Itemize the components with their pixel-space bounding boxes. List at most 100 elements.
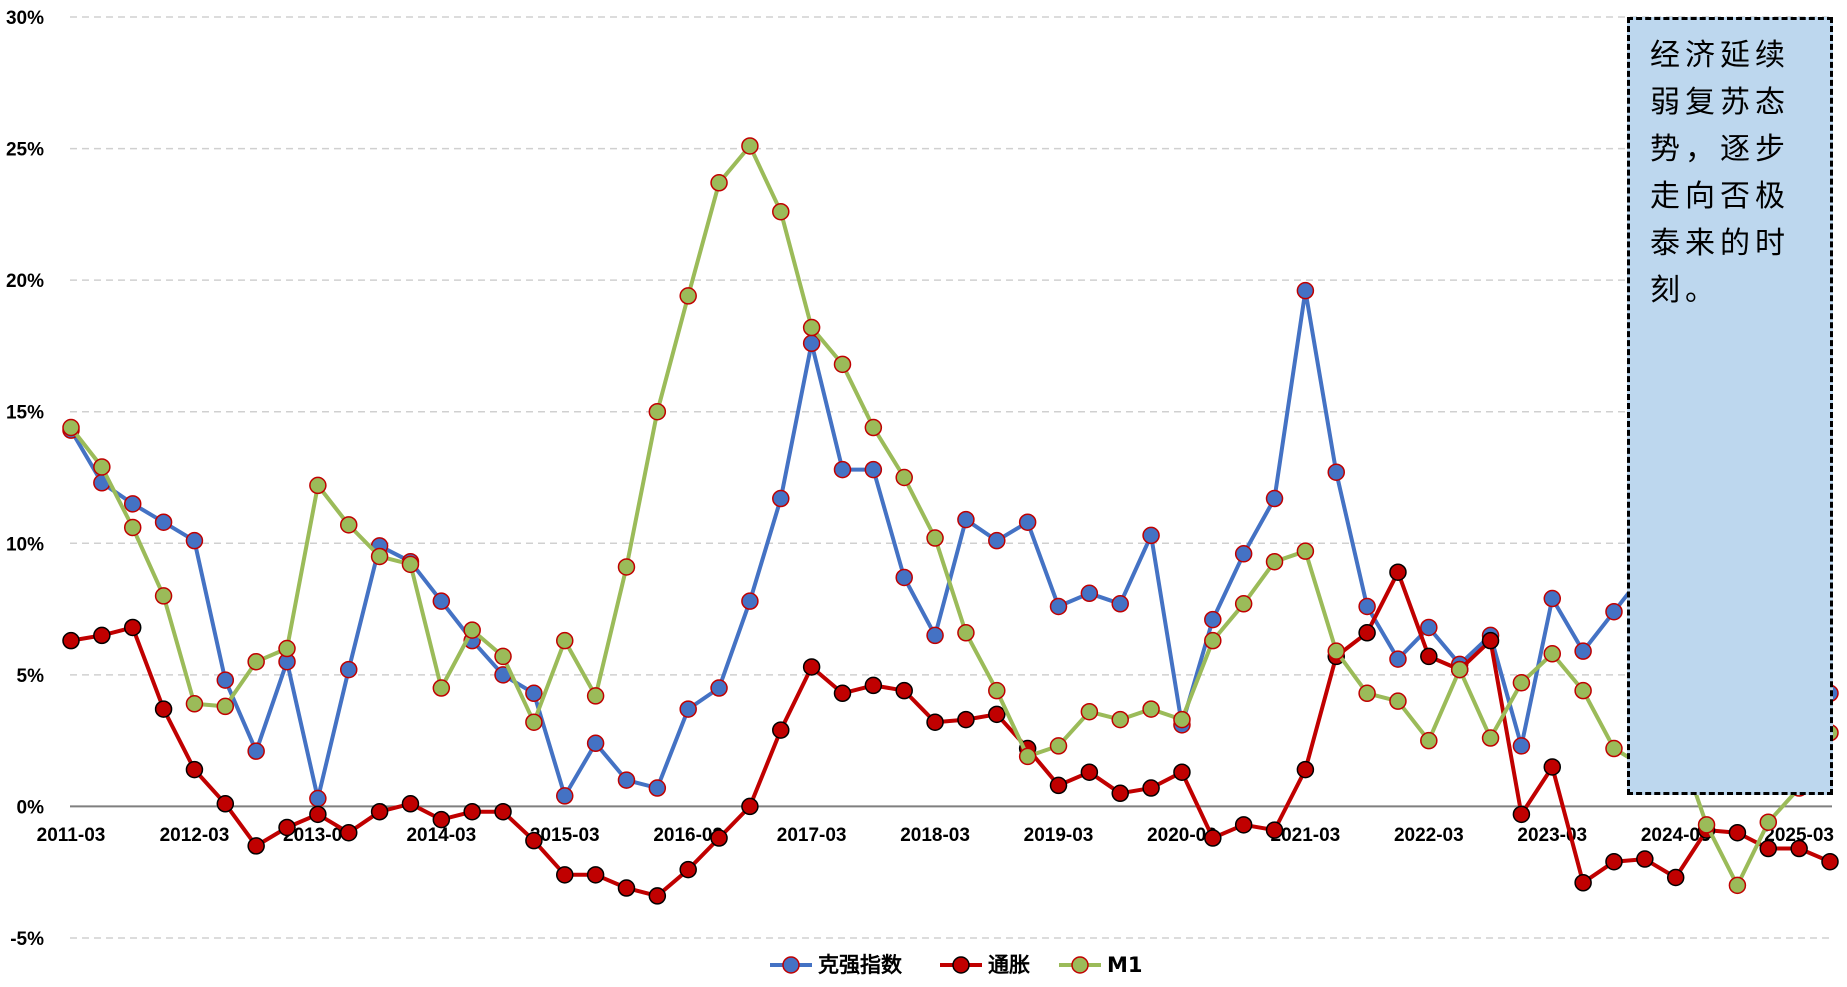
data-point [123,618,142,637]
data-point [864,418,883,437]
data-point [617,558,636,576]
data-point [833,684,852,703]
data-point [772,202,790,221]
data-point [216,795,235,813]
data-point [679,700,697,718]
data-point [154,513,173,531]
data-point [247,837,265,855]
y-tick-label: 10% [6,534,44,555]
data-point [185,695,204,713]
data-point [339,823,358,842]
data-point [1420,618,1438,637]
data-point [648,887,667,905]
data-point [556,866,574,884]
data-point [432,810,451,829]
data-point [1605,739,1623,758]
data-point [617,879,636,897]
legend-label: M1 [1107,953,1143,977]
data-point [247,652,265,671]
data-point [772,489,790,508]
data-point [1265,489,1284,508]
data-point [679,860,697,879]
data-point [895,568,913,587]
data-point [648,402,667,421]
x-tick-label: 2011-03 [37,825,106,846]
x-tick-label: 2023-03 [1517,825,1587,846]
y-tick-label: 30% [6,8,44,29]
data-point [1296,281,1315,300]
data-point [1111,710,1129,729]
data-point [278,639,296,658]
data-point [1666,868,1685,887]
data-point [1111,595,1129,613]
y-tick-label: 25% [6,140,44,161]
x-tick-label: 2019-03 [1024,825,1094,846]
data-point [1265,821,1284,839]
data-point [401,795,420,813]
data-point [802,658,821,676]
data-point [957,624,975,642]
data-point [1728,876,1747,895]
data-point [1543,589,1562,608]
data-point [93,626,111,645]
data-point [154,587,173,605]
legend-marker [952,956,970,974]
data-point [1080,763,1099,781]
data-point [741,137,759,155]
data-point [1759,813,1778,831]
data-point [1142,700,1160,718]
data-point [1481,631,1500,650]
legend-marker [782,956,800,974]
data-point [432,592,451,610]
data-point [401,555,420,574]
data-point [1790,839,1808,858]
x-tick-label: 2012-03 [160,825,230,846]
data-point [1605,852,1623,871]
data-point [833,355,852,374]
y-tick-label: 5% [17,666,45,687]
gridlines [70,16,1832,939]
data-point [1358,597,1376,616]
data-point [1142,779,1160,797]
data-point [1574,873,1592,892]
data-point [1173,763,1191,781]
data-point [648,779,667,797]
data-point [1080,584,1099,603]
data-point [926,713,944,731]
data-point [864,460,883,479]
data-point [895,681,913,700]
data-point [586,687,605,705]
data-point [586,734,605,753]
data-point [1481,729,1500,747]
data-point [802,318,821,337]
series-line [69,143,1832,888]
data-point [1574,681,1592,700]
data-point [216,671,235,689]
forecast-highlight-box: 经济延续弱复苏态势，逐步走向否极泰来的时刻。 [1627,17,1833,795]
data-point [710,679,728,697]
data-point [556,787,574,805]
data-point [525,684,543,703]
data-point [1389,692,1407,710]
data-point [309,789,327,808]
data-point [62,418,80,437]
data-point [988,681,1006,700]
data-point [1049,597,1068,616]
data-point [679,287,697,305]
data-point [154,700,173,718]
annotation-text: 经济延续弱复苏态势，逐步走向否极泰来的时刻。 [1650,38,1790,308]
data-point [1234,545,1253,563]
data-point [463,621,481,639]
data-point [93,458,111,476]
data-point [370,802,389,821]
data-point [123,495,142,513]
data-point [1204,829,1222,847]
data-point [1018,747,1037,766]
x-tick-label: 2013-03 [283,825,353,846]
data-point [957,710,975,729]
data-point [988,531,1006,550]
data-point [1420,731,1438,750]
data-point [617,771,636,789]
data-point [1111,784,1129,803]
